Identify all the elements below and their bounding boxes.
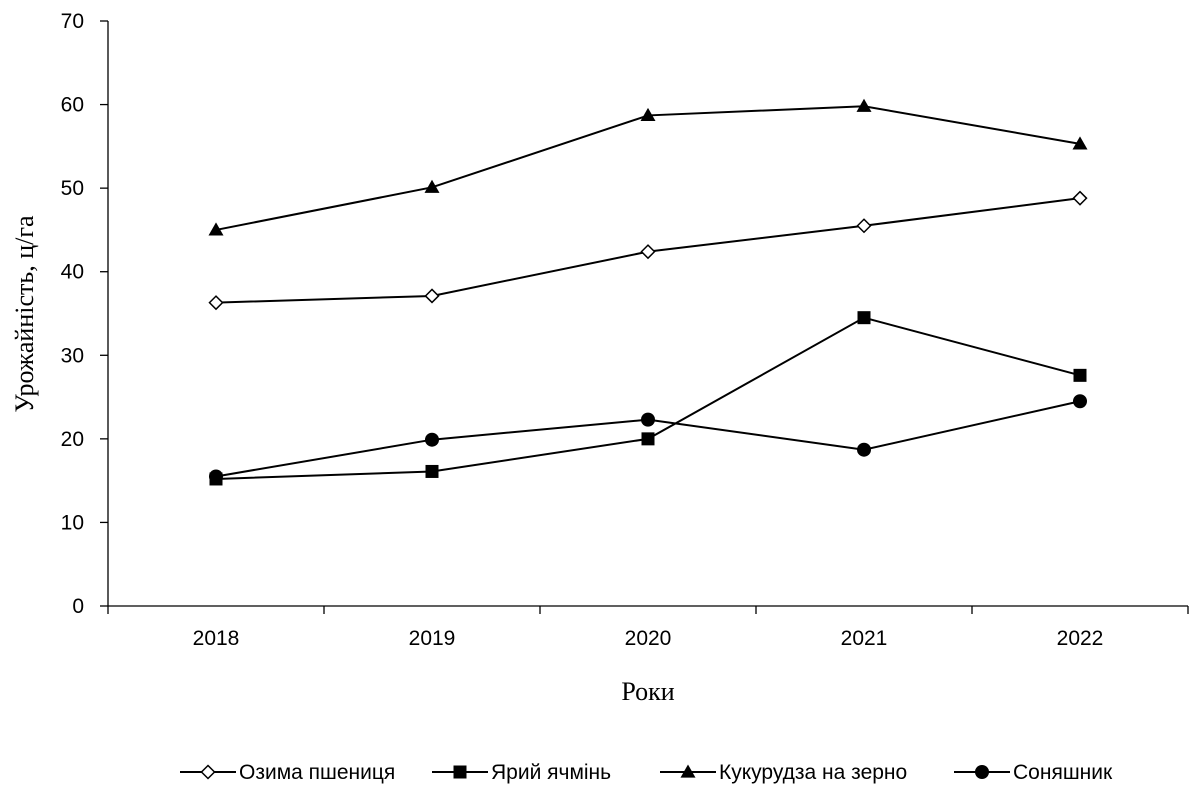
data-point xyxy=(208,295,224,311)
x-tick-label: 2022 xyxy=(1057,627,1104,650)
data-point xyxy=(641,412,655,427)
series-2 xyxy=(209,311,1087,486)
data-point xyxy=(857,442,871,457)
data-point xyxy=(424,288,440,304)
legend-marker xyxy=(200,764,216,780)
legend-item-3: Кукурудза на зерно xyxy=(660,761,907,784)
series-1 xyxy=(208,190,1088,311)
data-point xyxy=(640,244,656,260)
data-point xyxy=(640,107,656,122)
legend-label: Соняшник xyxy=(1013,761,1113,784)
legend-label: Ярий ячмінь xyxy=(491,761,611,784)
series-3 xyxy=(208,98,1088,236)
series-line xyxy=(215,105,1081,231)
data-point xyxy=(1072,190,1088,206)
y-tick-label: 30 xyxy=(61,344,84,367)
data-point xyxy=(856,218,872,234)
x-axis-title: Роки xyxy=(621,677,674,706)
y-tick-label: 10 xyxy=(61,511,84,534)
data-point xyxy=(857,311,871,325)
legend-item-1: Озима пшениця xyxy=(180,761,395,784)
data-point xyxy=(425,432,439,447)
legend-item-4: Соняшник xyxy=(954,761,1113,784)
y-axis-title: Урожайність, ц/га xyxy=(10,215,39,413)
legend-label: Кукурудза на зерно xyxy=(719,761,907,784)
data-point xyxy=(1073,394,1087,409)
data-point xyxy=(208,222,224,236)
y-tick-label: 40 xyxy=(61,261,84,284)
data-point xyxy=(424,179,440,193)
legend-marker xyxy=(680,764,696,778)
data-point xyxy=(1073,368,1087,382)
legend-marker xyxy=(975,765,989,779)
y-tick-label: 70 xyxy=(61,10,84,33)
x-tick-label: 2018 xyxy=(193,627,240,650)
data-point xyxy=(856,98,872,112)
y-tick-label: 20 xyxy=(61,428,84,451)
data-point xyxy=(209,469,223,484)
data-point xyxy=(641,432,655,446)
x-tick-label: 2019 xyxy=(409,627,456,650)
legend-marker xyxy=(453,765,467,779)
data-point xyxy=(425,464,439,478)
y-tick-label: 50 xyxy=(61,177,84,200)
x-tick-label: 2020 xyxy=(625,627,672,650)
data-point xyxy=(1072,136,1088,150)
y-tick-label: 0 xyxy=(72,595,84,618)
x-tick-label: 2021 xyxy=(841,627,888,650)
legend: Озима пшениця Ярий ячмінь Кукурудза на зер… xyxy=(180,761,1113,784)
y-tick-label: 60 xyxy=(61,94,84,117)
axes: 0 10 20 30 40 50 60 70 2018 2019 2020 2021 2022 xyxy=(61,10,1189,650)
legend-label: Озима пшениця xyxy=(239,761,395,784)
legend-item-2: Ярий ячмінь xyxy=(432,761,611,784)
series-4 xyxy=(209,394,1087,484)
series-layer xyxy=(208,98,1088,486)
